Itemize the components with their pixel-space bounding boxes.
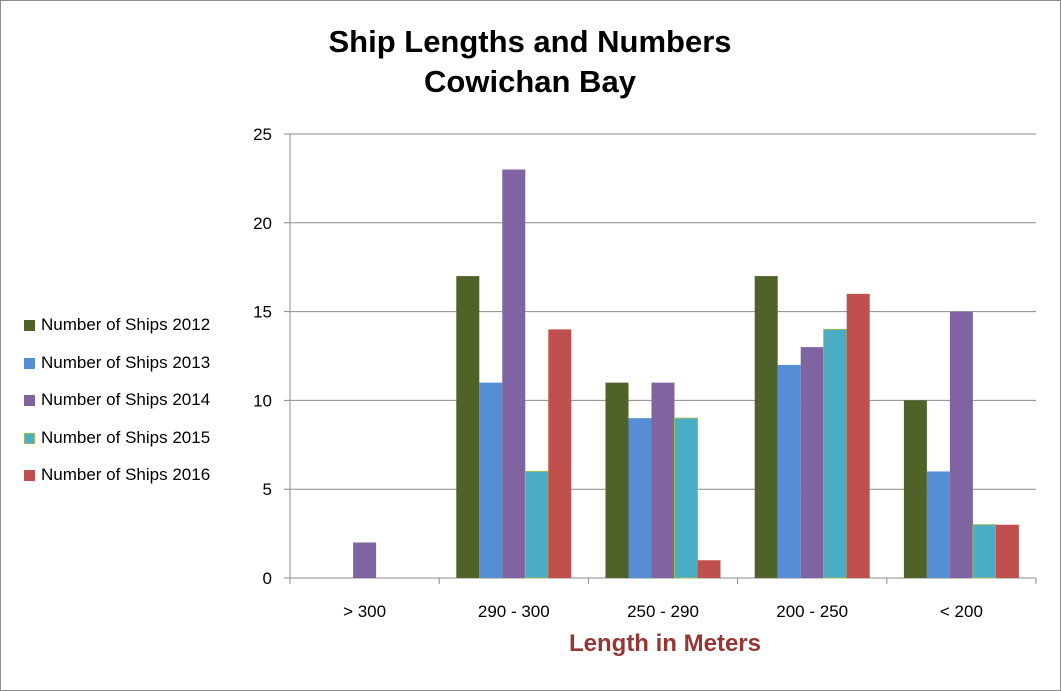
legend-label: Number of Ships 2016 bbox=[41, 465, 211, 484]
x-axis-label: Length in Meters bbox=[568, 630, 761, 657]
bar bbox=[823, 328, 848, 579]
bar bbox=[651, 382, 675, 578]
legend: Number of Ships 2012 Number of Ships 2013… bbox=[24, 308, 264, 496]
bar bbox=[777, 364, 801, 578]
bar bbox=[628, 418, 652, 578]
legend-swatch bbox=[24, 470, 35, 481]
bar bbox=[903, 400, 927, 578]
chart-title: Ship Lengths and Numbers Cowichan Bay bbox=[280, 22, 780, 102]
bar bbox=[926, 471, 950, 578]
legend-item: Number of Ships 2012 bbox=[24, 308, 264, 346]
bar bbox=[697, 560, 721, 578]
legend-swatch bbox=[24, 432, 35, 444]
y-tick-label: 20 bbox=[253, 214, 272, 233]
bar bbox=[846, 293, 870, 578]
x-tick-label: 250 - 290 bbox=[627, 602, 699, 621]
x-tick-label: < 200 bbox=[940, 602, 983, 621]
bar bbox=[972, 524, 997, 579]
x-tick-label: 290 - 300 bbox=[478, 602, 550, 621]
legend-swatch bbox=[24, 320, 35, 331]
x-tick-label: 200 - 250 bbox=[776, 602, 848, 621]
bar bbox=[674, 417, 698, 579]
y-tick-label: 25 bbox=[253, 125, 272, 144]
bar bbox=[754, 276, 778, 578]
bar bbox=[800, 347, 824, 578]
chart-title-line-1: Ship Lengths and Numbers bbox=[328, 24, 732, 59]
bar bbox=[548, 329, 572, 578]
legend-item: Number of Ships 2016 bbox=[24, 458, 264, 496]
bar bbox=[353, 542, 377, 578]
y-tick-label: 10 bbox=[253, 391, 272, 410]
bar bbox=[456, 276, 480, 578]
bar bbox=[502, 169, 526, 578]
legend-item: Number of Ships 2014 bbox=[24, 383, 264, 421]
bar bbox=[949, 311, 973, 578]
legend-swatch bbox=[24, 357, 35, 369]
bar bbox=[995, 524, 1019, 578]
legend-label: Number of Ships 2013 bbox=[41, 352, 211, 372]
y-tick-label: 0 bbox=[263, 569, 272, 588]
legend-item: Number of Ships 2015 bbox=[24, 421, 264, 459]
legend-label: Number of Ships 2012 bbox=[41, 315, 211, 334]
legend-label: Number of Ships 2014 bbox=[41, 390, 211, 409]
legend-swatch bbox=[24, 395, 35, 406]
x-tick-label: > 300 bbox=[343, 602, 386, 621]
legend-label: Number of Ships 2015 bbox=[41, 427, 211, 447]
bar bbox=[479, 382, 503, 578]
y-tick-label: 15 bbox=[253, 303, 272, 322]
legend-item: Number of Ships 2013 bbox=[24, 346, 264, 384]
y-tick-label: 5 bbox=[263, 480, 272, 499]
chart-title-line-2: Cowichan Bay bbox=[424, 64, 636, 99]
bar bbox=[524, 470, 549, 579]
bar bbox=[605, 382, 629, 578]
